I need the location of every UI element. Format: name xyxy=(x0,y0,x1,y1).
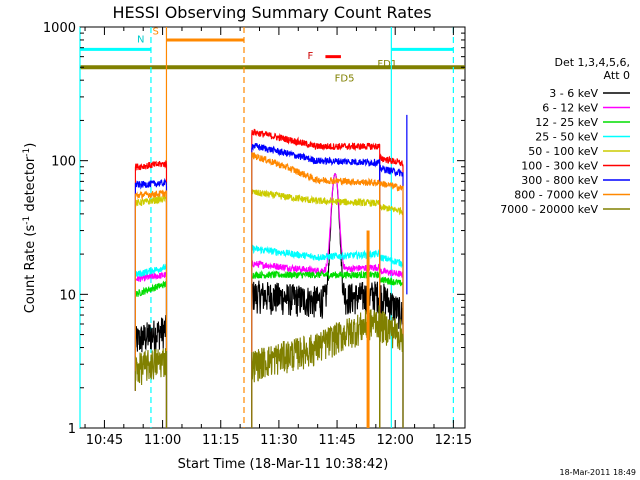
series-line-6-seg-1 xyxy=(251,143,381,428)
series-line-4-seg-2 xyxy=(379,203,404,428)
legend-label-3: 25 - 50 keV xyxy=(535,131,598,144)
series-line-4-seg-0 xyxy=(134,193,168,428)
series-line-2-seg-0 xyxy=(134,279,168,428)
y-axis-label-end: ) xyxy=(23,143,38,148)
legend-label-2: 12 - 25 keV xyxy=(535,116,598,129)
annotation-fd1: FD1 xyxy=(377,59,397,70)
legend-header-1: Det 1,3,4,5,6, xyxy=(554,56,630,69)
series-line-3-seg-1 xyxy=(251,244,381,428)
x-tick-label-0: 10:45 xyxy=(86,433,123,448)
series-line-3-seg-2 xyxy=(379,254,404,428)
series-line-5-seg-2 xyxy=(379,153,404,428)
x-tick-label-6: 12:15 xyxy=(435,433,472,448)
legend-label-1: 6 - 12 keV xyxy=(542,102,598,115)
series-line-6-seg-2 xyxy=(379,164,404,428)
legend-label-6: 300 - 800 keV xyxy=(521,174,598,187)
legend-label-8: 7000 - 20000 keV xyxy=(500,203,598,216)
y-axis-label-sup2: -1 xyxy=(22,148,32,157)
x-tick-label-2: 11:15 xyxy=(202,433,239,448)
legend-label-0: 3 - 6 keV xyxy=(549,87,598,100)
series-line-1-seg-1 xyxy=(251,172,381,428)
series-line-8-seg-2 xyxy=(379,311,404,428)
series-line-2-seg-1 xyxy=(251,269,381,428)
chart-title: HESSI Observing Summary Count Rates xyxy=(112,3,431,22)
series-line-1-seg-2 xyxy=(379,267,404,428)
series-line-8-seg-0 xyxy=(134,348,168,428)
series-line-4-seg-1 xyxy=(251,188,381,428)
series-line-5-seg-0 xyxy=(134,160,168,428)
y-tick-label-2: 100 xyxy=(51,155,76,170)
series-line-6-seg-0 xyxy=(134,177,168,428)
footer-timestamp: 18-Mar-2011 18:49 xyxy=(560,468,637,477)
x-axis-label: Start Time (18-Mar-11 10:38:42) xyxy=(178,457,389,472)
annotation-f: F xyxy=(308,51,314,62)
series-line-0-seg-0 xyxy=(134,314,168,428)
x-tick-label-5: 12:00 xyxy=(376,433,413,448)
series-line-3-seg-0 xyxy=(134,263,168,428)
x-tick-label-4: 11:45 xyxy=(318,433,355,448)
legend-header-2: Att 0 xyxy=(604,69,630,82)
y-axis-label: Count Rate (s-1 detector-1) xyxy=(22,143,38,314)
legend-label-5: 100 - 300 keV xyxy=(521,160,598,173)
series-line-8-seg-1 xyxy=(251,305,381,428)
series-line-0-seg-2 xyxy=(379,283,404,428)
annotation-s: S xyxy=(152,27,158,38)
annotation-n: N xyxy=(137,35,144,46)
annotation-fd5: FD5 xyxy=(335,73,355,84)
series-line-7-seg-1 xyxy=(251,152,381,428)
legend: Det 1,3,4,5,6, Att 0 3 - 6 keV 6 - 12 keV… xyxy=(500,56,630,216)
series-line-2-seg-2 xyxy=(379,276,404,428)
x-tick-label-1: 11:00 xyxy=(144,433,181,448)
series-line-0-seg-1 xyxy=(251,172,381,428)
y-tick-label-0: 1 xyxy=(68,422,76,437)
y-axis-label-main: Count Rate (s xyxy=(23,225,38,314)
plot-area: 10:45 11:00 11:15 11:30 11:45 12:00 12:15 1 10 10… xyxy=(43,21,472,448)
y-tick-label-1: 10 xyxy=(59,288,76,303)
series-line-7-seg-0 xyxy=(134,189,168,428)
series-line-5-seg-1 xyxy=(251,128,381,428)
y-axis-label-mid: detector xyxy=(23,156,38,216)
series-line-7-seg-2 xyxy=(379,180,404,428)
x-tick-label-3: 11:30 xyxy=(260,433,297,448)
y-tick-label-3: 1000 xyxy=(43,21,76,36)
legend-label-4: 50 - 100 keV xyxy=(528,145,598,158)
legend-label-7: 800 - 7000 keV xyxy=(514,189,598,202)
y-axis-label-sup1: -1 xyxy=(22,216,32,225)
